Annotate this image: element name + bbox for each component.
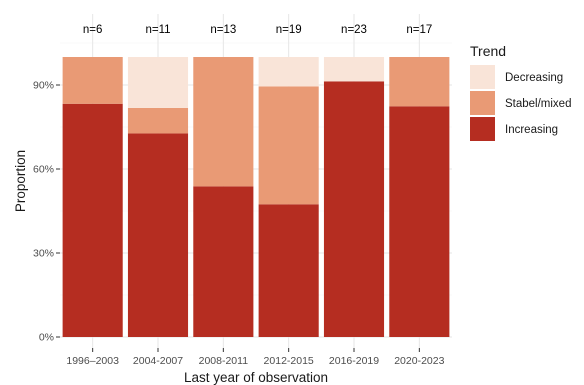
plot-panel xyxy=(60,14,452,348)
legend-key xyxy=(470,117,495,141)
legend-label: Stabel/mixed xyxy=(505,98,571,110)
bar-segment-increasing xyxy=(62,103,123,337)
legend-label: Decreasing xyxy=(505,72,563,84)
x-tick-label: 2020-2023 xyxy=(394,355,444,367)
x-axis-title: Last year of observation xyxy=(184,370,328,385)
bar-segment-stabel-mixed xyxy=(258,86,319,205)
y-tick-label: 90% xyxy=(33,80,54,92)
sample-size-label: n=17 xyxy=(406,24,432,36)
x-tick-label: 1996–2003 xyxy=(66,355,119,367)
sample-size-label: n=13 xyxy=(210,24,236,36)
sample-size-label: n=23 xyxy=(341,24,367,36)
legend-key xyxy=(470,65,495,89)
legend: Trend Decreasing Stabel/mixed Increasing xyxy=(470,43,571,141)
legend-title: Trend xyxy=(470,43,506,59)
sample-size-labels: n=6 n=11 n=13 n=19 n=23 n=17 xyxy=(83,24,432,36)
bar-segment-stabel-mixed xyxy=(389,57,450,107)
bar-segment-decreasing xyxy=(258,57,319,87)
y-tick-label: 30% xyxy=(33,248,54,260)
legend-label: Increasing xyxy=(505,124,558,136)
y-axis: 0% 30% 60% 90% xyxy=(33,80,60,344)
x-tick-label: 2004-2007 xyxy=(133,355,183,367)
sample-size-label: n=19 xyxy=(276,24,302,36)
sample-size-label: n=11 xyxy=(145,24,170,36)
x-axis: 1996–2003 2004-2007 2008-2011 2012-2015 2016… xyxy=(66,348,445,367)
bar-segment-increasing xyxy=(193,186,254,337)
bar-segment-stabel-mixed xyxy=(62,57,123,104)
bars xyxy=(62,57,450,337)
legend-key xyxy=(470,91,495,115)
bar-segment-increasing xyxy=(389,106,450,337)
y-tick-label: 0% xyxy=(39,332,54,344)
y-tick-label: 60% xyxy=(33,164,54,176)
x-tick-label: 2008-2011 xyxy=(199,355,249,367)
x-tick-label: 2016-2019 xyxy=(329,355,379,367)
bar-segment-decreasing xyxy=(127,57,189,108)
bar-segment-increasing xyxy=(323,81,385,337)
sample-size-label: n=6 xyxy=(83,24,103,36)
bar-segment-decreasing xyxy=(323,57,385,82)
bar-segment-stabel-mixed xyxy=(127,107,189,134)
bar-segment-stabel-mixed xyxy=(193,57,254,187)
bar-segment-increasing xyxy=(127,133,189,337)
bar-segment-increasing xyxy=(258,204,319,337)
x-tick-label: 2012-2015 xyxy=(264,355,314,367)
y-axis-title: Proportion xyxy=(13,150,28,212)
